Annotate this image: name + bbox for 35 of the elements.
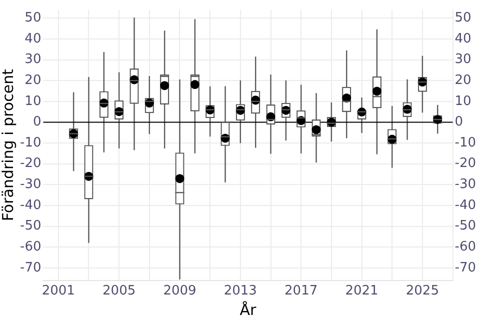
y2-tick-label: 30 [454,52,472,68]
y-tick-label: -10 [20,135,42,150]
y-tick-label: -20 [20,156,42,172]
y-tick-label: 40 [24,31,42,46]
x-tick-label: 2009 [163,284,196,299]
y2-tick-label: -40 [454,198,476,213]
y-tick-label: -70 [20,260,42,276]
y2-tick-label: -70 [454,260,476,276]
y-tick-label: -30 [20,177,42,192]
x-axis-title: År [240,300,258,319]
x-tick-label: 2017 [284,284,318,299]
y-tick-label: 0 [32,114,42,130]
x-tick-label: 2021 [345,284,378,299]
y2-tick-label: 10 [454,94,472,109]
y-tick-label: -40 [20,198,42,213]
y-tick-label: 10 [24,94,42,109]
x-tick-label: 2005 [102,284,136,299]
y-axis-title: Förändring i procent [0,68,17,222]
y2-tick-label: -30 [454,177,476,192]
y2-tick-label: -60 [454,239,476,254]
y2-tick-label: 20 [454,72,472,88]
y2-tick-label: -50 [454,218,476,234]
y-tick-label: -60 [20,239,42,254]
y2-tick-label: 0 [454,114,464,130]
y2-tick-label: 40 [454,31,472,46]
y-tick-label: 30 [24,52,42,68]
y2-tick-label: -10 [454,135,476,150]
y2-tick-label: -20 [454,156,476,172]
y2-tick-label: 50 [454,10,472,26]
x-tick-label: 2001 [42,284,75,299]
y-tick-label: 20 [24,72,42,88]
y-tick-label: 50 [24,10,42,26]
y-tick-label: -50 [20,218,42,234]
x-tick-label: 2013 [224,284,257,299]
x-tick-label: 2025 [406,284,439,299]
